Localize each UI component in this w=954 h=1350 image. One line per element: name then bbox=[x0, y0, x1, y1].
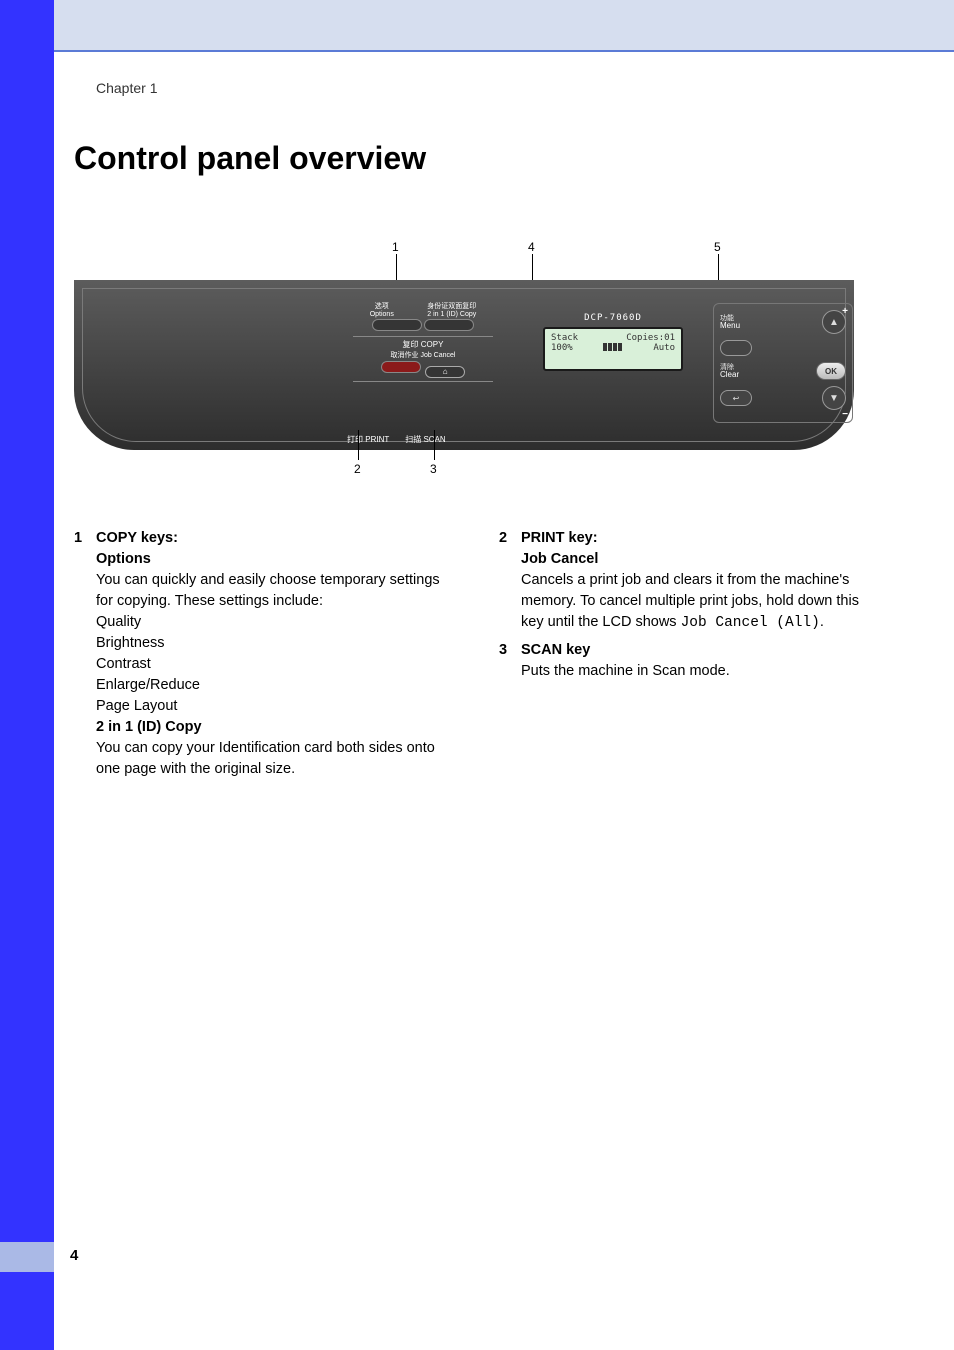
item-1-l5: Page Layout bbox=[96, 696, 459, 717]
item-2-code: Job Cancel (All) bbox=[681, 615, 820, 631]
header-background bbox=[54, 0, 954, 50]
column-right: 2 PRINT key: Job Cancel Cancels a print … bbox=[499, 528, 884, 782]
control-panel-diagram: 1 4 5 选项 Options 身份证双面复印 2 in 1 (ID) Cop… bbox=[74, 240, 854, 475]
chapter-label: Chapter 1 bbox=[96, 80, 157, 96]
item-2-number: 2 bbox=[499, 528, 521, 634]
lcd-bars-icon bbox=[603, 343, 623, 354]
item-1-p1: You can quickly and easily choose tempor… bbox=[96, 570, 459, 612]
item-1-l1: Quality bbox=[96, 612, 459, 633]
item-2-para: Cancels a print job and clears it from t… bbox=[521, 570, 884, 634]
print-label-cn: 打印 bbox=[347, 435, 363, 444]
item-1-l3: Contrast bbox=[96, 654, 459, 675]
item-3-title: SCAN key bbox=[521, 640, 884, 661]
copy-label-en: COPY bbox=[421, 340, 444, 349]
plus-label: + bbox=[842, 306, 848, 317]
page-title: Control panel overview bbox=[74, 140, 426, 177]
menu-label-cn: 功能 bbox=[720, 315, 740, 322]
column-left: 1 COPY keys: Options You can quickly and… bbox=[74, 528, 459, 782]
printer-panel-inner: 选项 Options 身份证双面复印 2 in 1 (ID) Copy 复印 C… bbox=[82, 288, 846, 442]
divider-1 bbox=[353, 336, 493, 337]
menu-button[interactable] bbox=[720, 340, 752, 356]
divider-2 bbox=[353, 381, 493, 382]
menu-label-en: Menu bbox=[720, 322, 740, 330]
lcd-row2a: 100% bbox=[551, 343, 573, 354]
item-1-number: 1 bbox=[74, 528, 96, 780]
jobcancel-button[interactable] bbox=[381, 361, 421, 373]
options-label-cn: 选项 bbox=[370, 301, 394, 311]
lcd-row1b: Copies:01 bbox=[626, 333, 675, 343]
lcd-block: DCP-7060D Stack Copies:01 100% Auto bbox=[533, 313, 693, 371]
copy-label-cn: 复印 bbox=[403, 340, 419, 349]
item-1-l2: Brightness bbox=[96, 633, 459, 654]
model-label: DCP-7060D bbox=[533, 313, 693, 323]
item-3-p: Puts the machine in Scan mode. bbox=[521, 661, 884, 682]
description-columns: 1 COPY keys: Options You can quickly and… bbox=[74, 528, 884, 782]
down-button[interactable]: ▼ bbox=[822, 386, 846, 410]
callout-1: 1 bbox=[392, 240, 399, 254]
item-3-number: 3 bbox=[499, 640, 521, 682]
printer-panel-body: 选项 Options 身份证双面复印 2 in 1 (ID) Copy 复印 C… bbox=[74, 280, 854, 450]
scan-label-cn: 扫描 bbox=[405, 435, 421, 444]
page-number: 4 bbox=[70, 1247, 78, 1264]
copy-keys-block: 选项 Options 身份证双面复印 2 in 1 (ID) Copy 复印 C… bbox=[353, 301, 493, 411]
scan-button[interactable]: ⌂ bbox=[425, 366, 465, 378]
clear-label-cn: 清除 bbox=[720, 364, 739, 371]
top-rule bbox=[54, 50, 954, 52]
callout-2-line bbox=[358, 430, 359, 460]
print-label-en: PRINT bbox=[365, 435, 389, 444]
clear-label-en: Clear bbox=[720, 371, 739, 379]
idcopy-label-cn: 身份证双面复印 bbox=[427, 301, 476, 311]
callout-4: 4 bbox=[528, 240, 535, 254]
item-2-title: PRINT key: bbox=[521, 528, 884, 549]
minus-label: − bbox=[842, 409, 848, 420]
options-label-en: Options bbox=[370, 311, 394, 318]
callout-3-line bbox=[434, 430, 435, 460]
lcd-row1a: Stack bbox=[551, 333, 578, 343]
callout-2: 2 bbox=[354, 462, 361, 476]
item-1-p2: You can copy your Identification card bo… bbox=[96, 738, 459, 780]
callout-3: 3 bbox=[430, 462, 437, 476]
bottom-labels: 打印 PRINT 扫描 SCAN bbox=[347, 434, 446, 445]
idcopy-button[interactable] bbox=[424, 319, 474, 331]
lcd-row2b: Auto bbox=[653, 343, 675, 354]
item-2-p2c: . bbox=[820, 614, 824, 630]
options-button[interactable] bbox=[372, 319, 422, 331]
sidebar-stripe bbox=[0, 0, 54, 1350]
item-2-sub: Job Cancel bbox=[521, 549, 884, 570]
back-button[interactable]: ↩ bbox=[720, 390, 752, 406]
lcd-screen: Stack Copies:01 100% Auto bbox=[543, 327, 683, 371]
jobcancel-label-cn: 取消作业 bbox=[391, 352, 419, 359]
nav-block: + − 功能 Menu ▲ 清除 Clear bbox=[713, 303, 853, 423]
item-1-sub2: 2 in 1 (ID) Copy bbox=[96, 717, 459, 738]
page-tab bbox=[0, 1242, 54, 1272]
ok-button[interactable]: OK bbox=[816, 362, 846, 380]
jobcancel-label-en: Job Cancel bbox=[420, 352, 455, 359]
item-1-title: COPY keys: bbox=[96, 528, 459, 549]
item-1-sub1: Options bbox=[96, 549, 459, 570]
item-1-l4: Enlarge/Reduce bbox=[96, 675, 459, 696]
callout-5: 5 bbox=[714, 240, 721, 254]
idcopy-label-en: 2 in 1 (ID) Copy bbox=[427, 311, 476, 318]
